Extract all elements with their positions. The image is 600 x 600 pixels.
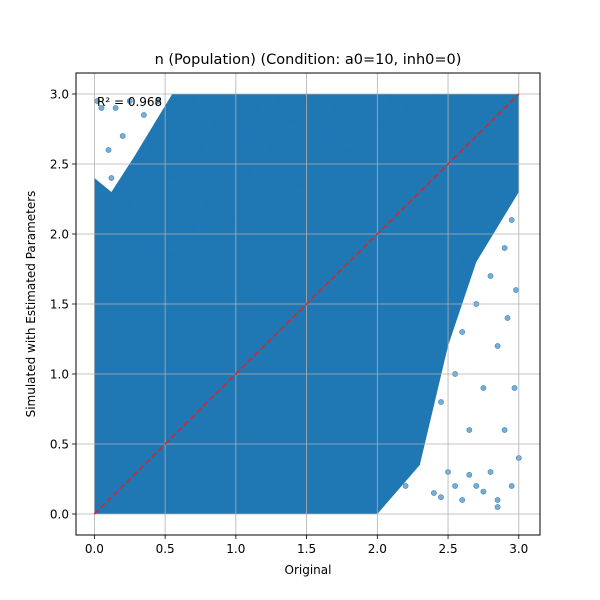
scatter-point <box>119 133 126 139</box>
scatter-point <box>140 112 147 118</box>
scatter-point <box>179 233 185 240</box>
scatter-point <box>148 147 154 153</box>
scatter-point <box>218 175 225 181</box>
y-tick-label: 1.5 <box>50 298 69 312</box>
scatter-point <box>513 287 519 293</box>
scatter-point <box>346 147 352 153</box>
scatter-point <box>176 105 183 111</box>
scatter-point <box>430 93 437 100</box>
scatter-point <box>331 105 338 111</box>
scatter-point <box>105 147 112 153</box>
scatter-point <box>438 494 444 501</box>
scatter-point <box>317 133 324 139</box>
scatter-point <box>211 119 218 125</box>
scatter-points-layer <box>94 93 522 510</box>
scatter-point <box>438 399 444 405</box>
x-tick-label: 3.0 <box>509 542 528 556</box>
scatter-point <box>494 343 501 349</box>
scatter-point <box>402 105 409 111</box>
scatter-point <box>108 175 115 181</box>
x-axis-label: Original <box>285 563 332 577</box>
x-tick-label: 2.5 <box>439 542 458 556</box>
scatter-point <box>459 259 466 265</box>
scatter-point <box>275 98 282 104</box>
x-tick-label: 2.0 <box>368 542 387 556</box>
chart-title: n (Population) (Condition: a0=10, inh0=0… <box>155 52 462 68</box>
scatter-point <box>98 105 105 111</box>
scatter-point <box>494 504 501 510</box>
scatter-point <box>480 488 487 495</box>
scatter-point <box>501 245 508 251</box>
scatter-point <box>140 245 147 251</box>
x-tick-label: 1.5 <box>297 542 316 556</box>
scatter-point <box>169 175 176 181</box>
scatter-point <box>268 147 275 153</box>
scatter-point <box>459 329 466 335</box>
scatter-point <box>360 98 367 104</box>
x-tick-label: 0.5 <box>156 542 175 556</box>
scatter-point <box>261 189 267 195</box>
y-tick-label: 0.5 <box>50 438 69 452</box>
scatter-point <box>296 182 303 188</box>
y-tick-label: 0.0 <box>50 508 69 522</box>
x-tick-label: 0.0 <box>85 542 104 556</box>
scatter-point <box>430 490 437 496</box>
y-tick-label: 2.5 <box>50 158 69 172</box>
scatter-point <box>508 483 515 489</box>
ticks-layer: 0.0 0.5 1.0 1.5 2.0 2.5 3.0 0.0 0.5 1.0 1.5 2.0 2.5 3… <box>50 88 528 557</box>
scatter-point <box>112 105 119 111</box>
scatter-point <box>155 238 161 244</box>
scatter-point <box>501 427 508 433</box>
scatter-point <box>247 168 253 174</box>
y-tick-label: 2.0 <box>50 228 69 242</box>
scatter-point <box>190 98 197 104</box>
scatter-point <box>254 105 260 111</box>
scatter-point <box>126 98 133 104</box>
scatter-point <box>494 497 501 503</box>
scatter-point <box>508 217 515 223</box>
scatter-point <box>388 95 395 102</box>
scatter-point <box>466 471 473 478</box>
y-tick-label: 3.0 <box>50 88 69 102</box>
scatter-point <box>452 483 458 489</box>
scatter-point <box>487 273 494 279</box>
y-tick-label: 1.0 <box>50 368 69 382</box>
y-axis-label: Simulated with Estimated Parameters <box>24 191 38 418</box>
scatter-point <box>190 224 197 230</box>
scatter-point <box>239 133 246 139</box>
scatter-point <box>169 252 176 258</box>
reference-line-layer <box>93 93 520 515</box>
scatter-point <box>155 98 161 104</box>
scatter-point <box>473 483 480 489</box>
r-squared-annotation: R² = 0.968 <box>97 95 162 109</box>
scatter-point <box>225 98 232 104</box>
scatter-point <box>289 119 296 125</box>
scatter-point <box>459 497 466 503</box>
x-tick-label: 1.0 <box>226 542 245 556</box>
scatter-point <box>511 385 518 391</box>
scatter-point <box>204 203 211 209</box>
scatter-point <box>487 469 494 475</box>
scatter-point <box>480 385 487 391</box>
scatter-point <box>126 203 133 209</box>
reference-line <box>93 93 520 515</box>
scatter-point <box>197 147 204 153</box>
scatter-point <box>183 189 190 195</box>
scatter-point <box>402 483 409 489</box>
scatter-point <box>504 315 511 321</box>
scatter-point <box>466 427 473 433</box>
